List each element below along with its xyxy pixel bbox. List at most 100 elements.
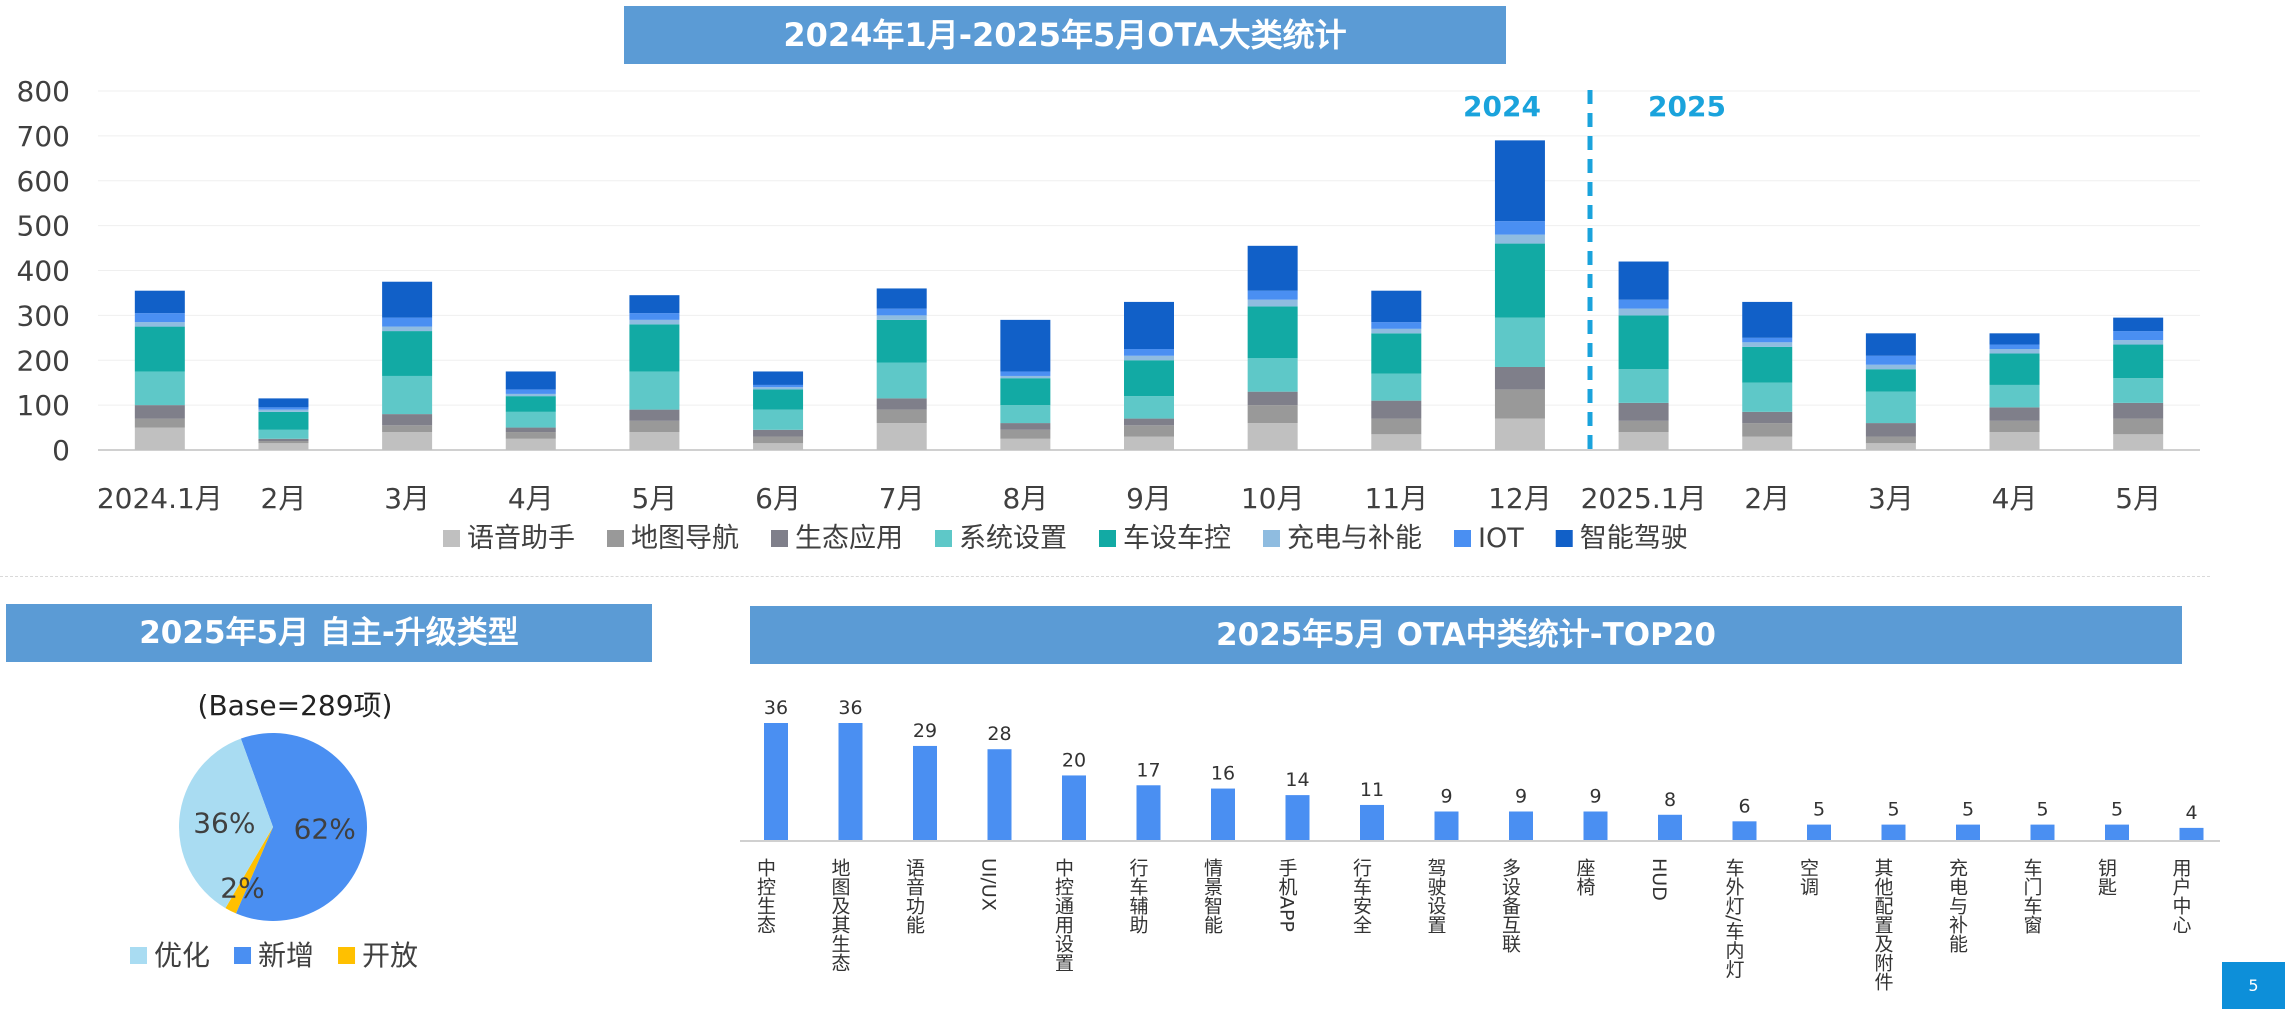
bar-segment (1989, 344, 2040, 350)
top20-bar-chart: 36 36 29 28 20 17 16 14 11 9 9 9 8 6 5 5 5 5 5 4 中控生态 地图及其生态… (740, 697, 2220, 991)
bar (1732, 821, 1757, 841)
y-tick-label: 300 (17, 299, 70, 332)
pie-chart: 62% 2% 36% 优化 新增 开放 (130, 733, 418, 972)
legend-swatch (443, 530, 460, 547)
bar-segment (1247, 306, 1298, 359)
bar-segment (1865, 391, 1916, 424)
bar-segment (629, 420, 680, 433)
chart-legend: 语音助手 地图导航 生态应用 系统设置 车设车控 充电与补能 IOT 智能驾驶 (443, 523, 1688, 554)
bar-segment (1865, 443, 1916, 450)
bar-segment (258, 438, 309, 442)
bar-segment (134, 405, 185, 419)
bar-segment (629, 409, 680, 421)
bar-segment (134, 322, 185, 327)
bar-segment (1742, 423, 1793, 437)
bar-segment (753, 389, 804, 410)
bar-data-label: 9 (1515, 786, 1527, 808)
bar-segment (382, 317, 433, 327)
x-tick-label: 5月 (631, 482, 677, 515)
bar-segment (1371, 373, 1422, 401)
x-tick-label: 9月 (1126, 482, 1172, 515)
bar-segment (382, 326, 433, 332)
bar-segment (1494, 366, 1545, 390)
bar-segment (1371, 400, 1422, 419)
category-label: 语音功能 (903, 858, 925, 934)
category-label: 座椅 (1574, 858, 1596, 896)
y-tick-label: 400 (17, 255, 70, 288)
legend-swatch (1454, 530, 1471, 547)
bar (1434, 811, 1459, 841)
bar-segment (1618, 308, 1669, 316)
category-label: 车外灯/车内灯 (1723, 858, 1745, 979)
bar-segment (1494, 317, 1545, 367)
x-tick-label: 8月 (1002, 482, 1048, 515)
top20-chart-title: 2025年5月 OTA中类统计-TOP20 (750, 606, 2182, 664)
bar-segment (1124, 436, 1174, 450)
bar-segment (1247, 245, 1298, 291)
legend-label: 语音助手 (467, 523, 575, 554)
bar-segment (505, 438, 556, 450)
legend-label: 智能驾驶 (1580, 523, 1688, 554)
bar-segment (1247, 405, 1298, 424)
pie-slices (179, 733, 368, 921)
bar-segment (1742, 411, 1793, 424)
bar (1285, 795, 1310, 841)
bar-segment (1618, 369, 1669, 403)
legend-swatch (935, 530, 952, 547)
bar (913, 745, 937, 841)
pie-slice (179, 738, 273, 909)
legend-swatch (1263, 530, 1280, 547)
bar-segment (1000, 405, 1051, 424)
bar-data-label: 6 (1738, 795, 1750, 817)
bar-data-label: 16 (1211, 763, 1235, 785)
bar-segment (134, 326, 185, 372)
category-label: 手机APP (1276, 858, 1298, 932)
bar-segment (1494, 234, 1545, 244)
bar-segment (258, 441, 309, 444)
bar-segment (1494, 243, 1545, 318)
year-label-2024: 2024 (1463, 90, 1541, 123)
bar-segment (1742, 346, 1793, 383)
bar (1583, 811, 1608, 841)
bar-segment (2113, 418, 2164, 435)
legend-label: IOT (1478, 523, 1524, 554)
x-tick-label: 6月 (755, 482, 801, 515)
legend-label: 开放 (362, 939, 418, 972)
pie-base-note: (Base=289项) (197, 689, 393, 722)
bar-segment (629, 371, 680, 410)
bar-segment (505, 432, 556, 439)
bar-segment (629, 319, 680, 325)
bar-segment (2113, 331, 2164, 341)
bar-segment (876, 362, 927, 399)
x-tick-label: 12月 (1488, 482, 1552, 515)
bar-segment (1124, 425, 1174, 437)
y-axis-ticks: 0 100 200 300 400 500 600 700 800 (17, 75, 70, 467)
bar-segment (1247, 358, 1298, 392)
bar-segment (1865, 423, 1916, 437)
bar-segment (1124, 396, 1174, 419)
bar-segment (382, 281, 433, 318)
bar-segment (1989, 384, 2040, 408)
pie-labels: 62% 2% 36% (193, 807, 356, 905)
bar-segment (1247, 299, 1298, 307)
bar-segment (1618, 432, 1669, 450)
bar-segment (753, 384, 804, 388)
category-label: 其他配置及附件 (1872, 858, 1894, 991)
bar (2179, 827, 2204, 841)
bar (1658, 814, 1682, 841)
category-label: 行车安全 (1350, 858, 1372, 934)
x-tick-label: 7月 (879, 482, 925, 515)
bar-segment (876, 315, 927, 320)
bar-segment (1247, 290, 1298, 300)
bar (838, 723, 863, 841)
legend-swatch (130, 947, 147, 964)
year-label-2025: 2025 (1648, 90, 1726, 123)
bar-segment (1865, 436, 1916, 444)
bar-segment (2113, 340, 2164, 345)
bar-segment (1865, 364, 1916, 370)
bar (1956, 824, 1980, 841)
bar-segment (876, 423, 927, 450)
bar-segment (382, 414, 433, 426)
bar-segment (382, 432, 433, 450)
bar-data-label: 28 (987, 723, 1011, 745)
